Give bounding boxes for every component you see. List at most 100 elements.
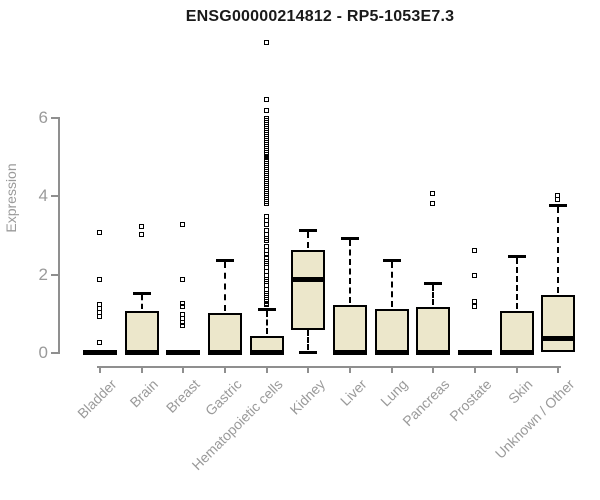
x-axis-tick [390,366,393,373]
x-axis-category-label: Unknown / Other [491,376,578,462]
y-axis-line [58,116,60,354]
outlier-point [180,222,186,228]
lower-whisker-cap [299,351,318,354]
outlier-point [430,190,436,196]
median-line [499,349,534,355]
y-axis-tick [51,352,58,354]
median-line [124,349,159,355]
x-axis-category-label: Lung [377,376,411,410]
outlier-point [263,108,269,114]
iqr-box [499,310,534,352]
median-line [207,349,242,355]
upper-whisker-cap [507,254,526,258]
upper-whisker [432,285,435,305]
y-axis-tick [51,195,58,198]
iqr-box [207,312,242,352]
x-axis-category-label: Liver [336,376,370,409]
outlier-point [263,200,269,206]
median-line [332,349,367,355]
median-line [249,349,284,355]
y-axis-tick [51,273,58,276]
x-axis-category-label: Brain [126,376,161,411]
median-line [83,349,117,355]
upper-whisker-cap [299,229,318,233]
median-line [416,349,451,355]
outlier-point [555,192,561,198]
outlier-point [180,276,186,282]
iqr-box [124,310,159,352]
upper-whisker-cap [382,258,401,262]
outlier-point [555,197,561,203]
x-axis-tick [515,366,518,373]
x-axis-category-label: Prostate [446,376,495,425]
y-axis-tick-label: 4 [38,186,48,206]
x-axis-tick [99,366,101,373]
outlier-point [180,322,186,328]
outlier-point [471,304,477,310]
outlier-point [138,231,144,237]
outlier-point [430,200,436,206]
x-axis-tick [140,366,143,373]
outlier-point [97,276,102,282]
median-line [457,349,492,355]
outlier-point [180,320,186,326]
median-line [166,349,201,355]
outlier-point [471,298,477,304]
x-axis-tick [223,366,226,373]
upper-whisker-cap [424,282,443,286]
y-axis-tick [51,116,58,119]
outlier-point [263,96,269,102]
iqr-box [541,295,576,352]
upper-whisker-cap [340,237,359,241]
median-line [291,276,326,282]
x-axis-tick [473,366,476,373]
x-axis-tick [182,366,185,373]
upper-whisker [348,240,351,303]
outlier-point [263,222,269,228]
outlier-point [263,39,269,45]
outlier-point [97,339,102,345]
outlier-point [471,273,477,279]
x-axis-tick [557,366,560,373]
upper-whisker-cap [132,292,151,296]
x-axis-category-label: Skin [505,376,536,407]
chart-title: ENSG00000214812 - RP5-1053E7.3 [185,8,455,25]
x-axis-line [97,366,562,368]
x-axis-tick [307,366,310,373]
y-axis-label: Expression [3,163,19,233]
x-axis-tick [432,366,435,373]
x-axis-category-label: Kidney [286,376,328,418]
x-axis-tick [348,366,351,373]
x-axis-tick [265,366,268,373]
y-axis-tick-label: 2 [38,264,48,284]
median-line [541,335,576,341]
upper-whisker-cap [549,204,568,207]
outlier-point [471,247,477,253]
upper-whisker-cap [257,307,276,311]
upper-whisker [223,261,226,311]
median-line [374,349,409,355]
iqr-box [332,304,367,352]
y-axis-tick-label: 6 [38,107,48,127]
iqr-box [416,306,451,352]
outlier-point [97,229,102,235]
upper-whisker [515,257,518,309]
upper-whisker [140,295,143,309]
upper-whisker [307,232,310,249]
upper-whisker [265,310,268,335]
iqr-box [291,250,326,331]
x-axis-category-label: Bladder [73,376,120,422]
upper-whisker [390,261,393,307]
lower-whisker [307,330,310,350]
upper-whisker [557,207,560,294]
outlier-point [138,224,144,230]
x-axis-category-label: Breast [162,376,203,416]
outlier-point [263,302,269,308]
iqr-box [374,308,409,352]
outlier-point [263,237,269,243]
upper-whisker-cap [215,258,234,262]
outlier-point [180,304,186,310]
y-axis-tick-label: 0 [38,343,48,362]
outlier-point [97,314,102,320]
